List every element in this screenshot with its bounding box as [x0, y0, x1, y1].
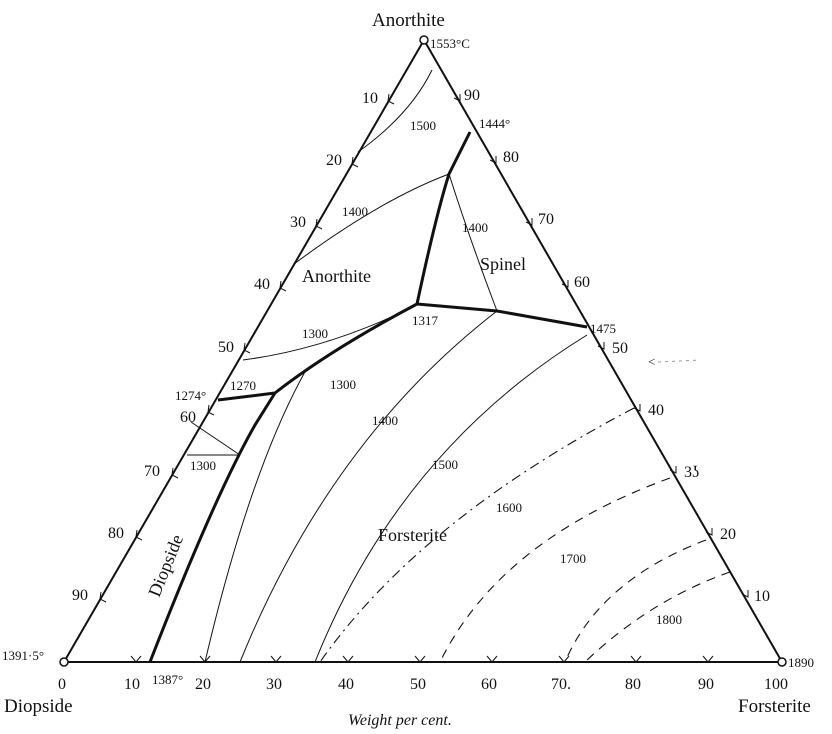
svg-text:30: 30	[266, 676, 282, 693]
vertex-anorthite-point	[419, 35, 429, 45]
svg-text:20: 20	[720, 526, 736, 543]
isotherm-lines	[187, 69, 731, 663]
boundary-1270-1387	[148, 392, 277, 663]
svg-text:70: 70	[538, 211, 554, 228]
isotherm-1700: 1700	[560, 551, 586, 566]
vertex-anorthite-label: Anorthite	[372, 10, 445, 31]
field-anorthite-label: Anorthite	[302, 266, 371, 286]
svg-text:10: 10	[124, 676, 140, 693]
svg-text:40: 40	[254, 276, 270, 293]
phase-boundaries	[148, 131, 588, 663]
point-1317-label: 1317	[412, 313, 439, 328]
vertex-forsterite-label: Forsterite	[738, 696, 811, 717]
field-diopside-label: Diopside	[144, 532, 187, 600]
svg-text:60: 60	[574, 274, 590, 291]
field-forsterite-label: Forsterite	[378, 525, 447, 545]
isotherm-1300-anorthite: 1300	[302, 326, 328, 341]
axis-title: Weight per cent.	[348, 712, 452, 729]
svg-text:40: 40	[648, 402, 664, 419]
svg-text:10: 10	[754, 588, 770, 605]
vertex-diopside-label: Diopside	[4, 696, 73, 717]
svg-text:20: 20	[195, 676, 211, 693]
boundary-1317-1475	[416, 302, 588, 329]
svg-text:80: 80	[108, 525, 124, 542]
svg-text:70: 70	[144, 463, 160, 480]
field-spinel-label: Spinel	[480, 254, 526, 274]
boundary-1274-1270	[217, 391, 276, 402]
isotherm-1500-forsterite: 1500	[432, 457, 458, 472]
svg-text:3ʖ: 3ʖ	[684, 464, 699, 481]
isotherm-1400-spinel: 1400	[462, 220, 488, 235]
svg-text:80: 80	[625, 676, 641, 693]
svg-text:60: 60	[180, 409, 196, 426]
ternary-triangle	[62, 37, 784, 663]
margin-mark-line	[657, 359, 701, 363]
isotherm-1300-forsterite: 1300	[330, 377, 356, 392]
svg-text:40: 40	[338, 676, 354, 693]
point-1387-label: 1387°	[152, 672, 183, 687]
point-1270-label: 1270	[230, 378, 256, 393]
isotherm-1600: 1600	[496, 500, 522, 515]
svg-text:90: 90	[72, 587, 88, 604]
isotherm-1400-forsterite: 1400	[372, 413, 398, 428]
diopside-melting-point: 1391·5°	[2, 648, 44, 663]
boundary-1444-1317	[415, 131, 472, 305]
svg-text:50: 50	[612, 340, 628, 357]
point-1475-label: 1475	[590, 321, 616, 336]
svg-text:60: 60	[481, 676, 497, 693]
vertex-forsterite-point	[777, 657, 787, 667]
vertex-diopside-point	[59, 657, 69, 667]
point-1274-label: 1274°	[175, 388, 206, 403]
right-tick-labels: 90 80 70 60 50 40 3ʖ 20 10	[464, 87, 770, 605]
left-edge-ticks	[99, 93, 395, 603]
bottom-tick-labels: 0 10 20 30 40 50 60 70. 80 90 100	[58, 676, 788, 693]
svg-text:30: 30	[290, 214, 306, 231]
svg-text:80: 80	[503, 149, 519, 166]
bottom-edge-ticks	[130, 655, 714, 663]
margin-mark: <	[648, 354, 655, 369]
point-1444-label: 1444°	[479, 116, 510, 131]
forsterite-melting-point: 1890	[788, 655, 814, 670]
svg-text:100: 100	[764, 676, 788, 693]
svg-text:20: 20	[326, 152, 342, 169]
anorthite-melting-point: 1553°C	[430, 36, 470, 51]
svg-text:10: 10	[362, 90, 378, 107]
isotherm-1800: 1800	[656, 612, 682, 627]
svg-text:90: 90	[464, 87, 480, 104]
svg-text:50: 50	[218, 339, 234, 356]
svg-text:0: 0	[58, 676, 66, 693]
svg-text:70.: 70.	[551, 676, 571, 693]
isotherm-1300-diopside: 1300	[190, 458, 216, 473]
left-tick-labels: 10 20 30 40 50 60 70 80 90	[72, 90, 378, 604]
svg-text:90: 90	[698, 676, 714, 693]
isotherm-1400-upper-left: 1400	[342, 204, 368, 219]
right-edge-ticks	[453, 94, 749, 598]
isotherm-1500-upper: 1500	[410, 118, 436, 133]
svg-text:50: 50	[410, 676, 426, 693]
